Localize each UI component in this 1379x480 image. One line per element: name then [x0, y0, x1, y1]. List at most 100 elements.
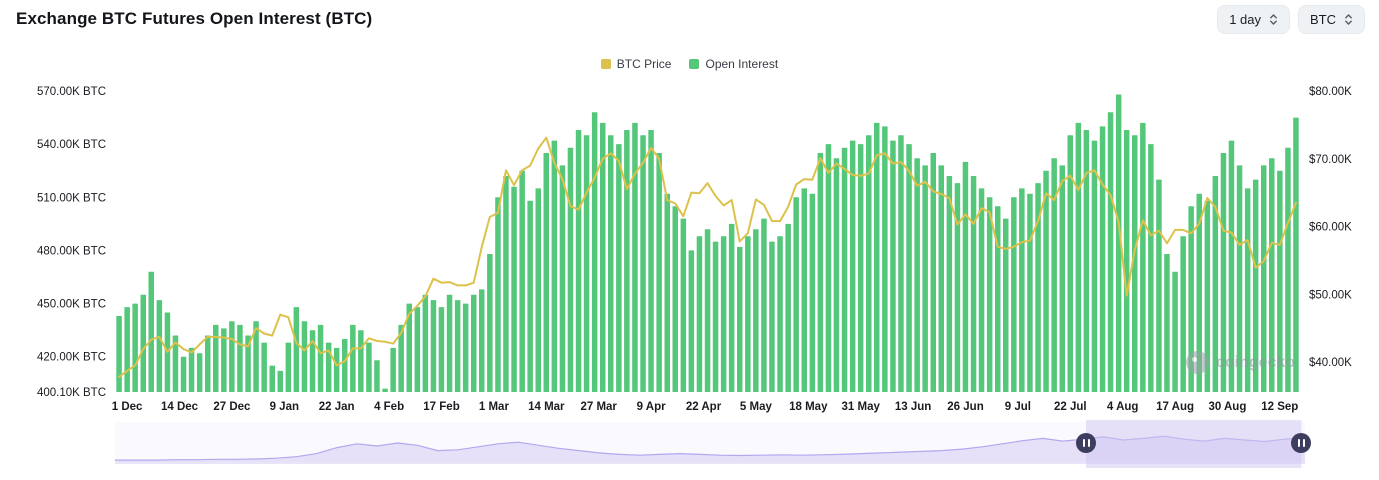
- oi-bar[interactable]: [422, 294, 429, 392]
- oi-bar[interactable]: [1269, 158, 1275, 392]
- oi-bar[interactable]: [495, 197, 501, 392]
- oi-bar[interactable]: [906, 144, 912, 392]
- oi-bars[interactable]: [116, 94, 1299, 393]
- navigator-right-handle[interactable]: [1291, 433, 1312, 453]
- oi-bar[interactable]: [390, 347, 396, 392]
- oi-bar[interactable]: [728, 223, 735, 392]
- oi-bar[interactable]: [769, 241, 775, 392]
- oi-bar[interactable]: [986, 197, 993, 392]
- oi-bar[interactable]: [648, 130, 654, 392]
- oi-bar[interactable]: [1091, 140, 1098, 392]
- oi-bar[interactable]: [922, 165, 928, 392]
- oi-bar[interactable]: [567, 147, 574, 392]
- oi-bar[interactable]: [188, 347, 195, 392]
- oi-bar[interactable]: [1156, 179, 1162, 392]
- oi-bar[interactable]: [696, 236, 703, 392]
- oi-bar[interactable]: [527, 200, 533, 392]
- oi-bar[interactable]: [1043, 170, 1049, 392]
- oi-bar[interactable]: [656, 153, 662, 392]
- oi-bar[interactable]: [1132, 135, 1138, 393]
- oi-bar[interactable]: [1164, 254, 1170, 392]
- oi-bar[interactable]: [785, 223, 791, 392]
- oi-bar[interactable]: [1212, 176, 1219, 392]
- oi-bar[interactable]: [462, 303, 469, 392]
- unit-select[interactable]: BTC: [1298, 5, 1365, 34]
- oi-bar[interactable]: [414, 307, 421, 392]
- oi-bar[interactable]: [196, 353, 203, 392]
- oi-bar[interactable]: [583, 135, 590, 393]
- oi-bar[interactable]: [882, 126, 888, 393]
- oi-bar[interactable]: [543, 153, 550, 392]
- oi-bar[interactable]: [1188, 206, 1194, 392]
- oi-bar[interactable]: [1277, 170, 1283, 392]
- oi-bar[interactable]: [591, 112, 598, 393]
- oi-bar[interactable]: [825, 144, 832, 392]
- interval-select[interactable]: 1 day: [1217, 5, 1290, 34]
- oi-bar[interactable]: [124, 307, 130, 392]
- oi-bar[interactable]: [962, 161, 969, 392]
- oi-bar[interactable]: [753, 229, 759, 392]
- oi-bar[interactable]: [438, 307, 445, 392]
- oi-bar[interactable]: [938, 165, 945, 392]
- oi-bar[interactable]: [857, 144, 864, 392]
- oi-bar[interactable]: [479, 289, 485, 392]
- oi-bar[interactable]: [406, 303, 413, 392]
- oi-bar[interactable]: [608, 135, 614, 393]
- oi-bar[interactable]: [575, 130, 582, 392]
- oi-bar[interactable]: [148, 271, 155, 392]
- oi-bar[interactable]: [1252, 179, 1259, 392]
- oi-bar[interactable]: [1196, 193, 1203, 392]
- oi-bar[interactable]: [140, 294, 147, 392]
- oi-bar[interactable]: [1019, 188, 1025, 392]
- oi-bar[interactable]: [1140, 122, 1146, 393]
- oi-bar[interactable]: [454, 300, 461, 392]
- oi-bar[interactable]: [559, 165, 566, 392]
- oi-bar[interactable]: [1035, 183, 1041, 392]
- navigator[interactable]: [115, 420, 1306, 468]
- oi-bar[interactable]: [511, 186, 517, 392]
- oi-bar[interactable]: [632, 122, 638, 393]
- oi-bar[interactable]: [1099, 126, 1106, 393]
- oi-bar[interactable]: [519, 170, 525, 392]
- oi-bar[interactable]: [1059, 165, 1066, 392]
- oi-bar[interactable]: [1075, 122, 1082, 393]
- oi-bar[interactable]: [535, 188, 542, 392]
- oi-bar[interactable]: [809, 193, 816, 392]
- oi-bar[interactable]: [777, 236, 783, 392]
- oi-bar[interactable]: [1236, 165, 1243, 392]
- oi-bar[interactable]: [801, 188, 808, 392]
- oi-bar[interactable]: [293, 307, 300, 392]
- oi-bar[interactable]: [866, 135, 872, 393]
- oi-bar[interactable]: [1115, 94, 1122, 393]
- oi-bar[interactable]: [374, 360, 380, 392]
- oi-bar[interactable]: [874, 122, 880, 393]
- oi-bar[interactable]: [954, 183, 961, 392]
- oi-bar[interactable]: [551, 140, 558, 392]
- oi-bar[interactable]: [1293, 117, 1299, 392]
- oi-bar[interactable]: [1051, 158, 1057, 392]
- oi-bar[interactable]: [600, 122, 606, 393]
- oi-bar[interactable]: [156, 300, 163, 392]
- oi-bar[interactable]: [1107, 112, 1114, 393]
- oi-bar[interactable]: [1204, 200, 1211, 392]
- oi-bar[interactable]: [1228, 140, 1235, 392]
- oi-bar[interactable]: [382, 388, 388, 392]
- oi-bar[interactable]: [301, 321, 308, 392]
- oi-bar[interactable]: [1261, 165, 1267, 392]
- oi-bar[interactable]: [358, 330, 364, 392]
- oi-bar[interactable]: [309, 330, 316, 392]
- navigator-left-handle[interactable]: [1076, 433, 1097, 453]
- oi-bar[interactable]: [430, 300, 437, 392]
- oi-bar[interactable]: [245, 335, 251, 393]
- oi-bar[interactable]: [366, 342, 372, 392]
- oi-bar[interactable]: [930, 153, 937, 392]
- oi-bar[interactable]: [317, 324, 324, 392]
- oi-bar[interactable]: [688, 250, 695, 392]
- oi-bar[interactable]: [1027, 193, 1033, 392]
- oi-bar[interactable]: [172, 335, 179, 393]
- oi-bar[interactable]: [1172, 271, 1178, 392]
- oi-bar[interactable]: [1011, 197, 1017, 392]
- oi-bar[interactable]: [205, 335, 211, 393]
- oi-bar[interactable]: [277, 370, 284, 392]
